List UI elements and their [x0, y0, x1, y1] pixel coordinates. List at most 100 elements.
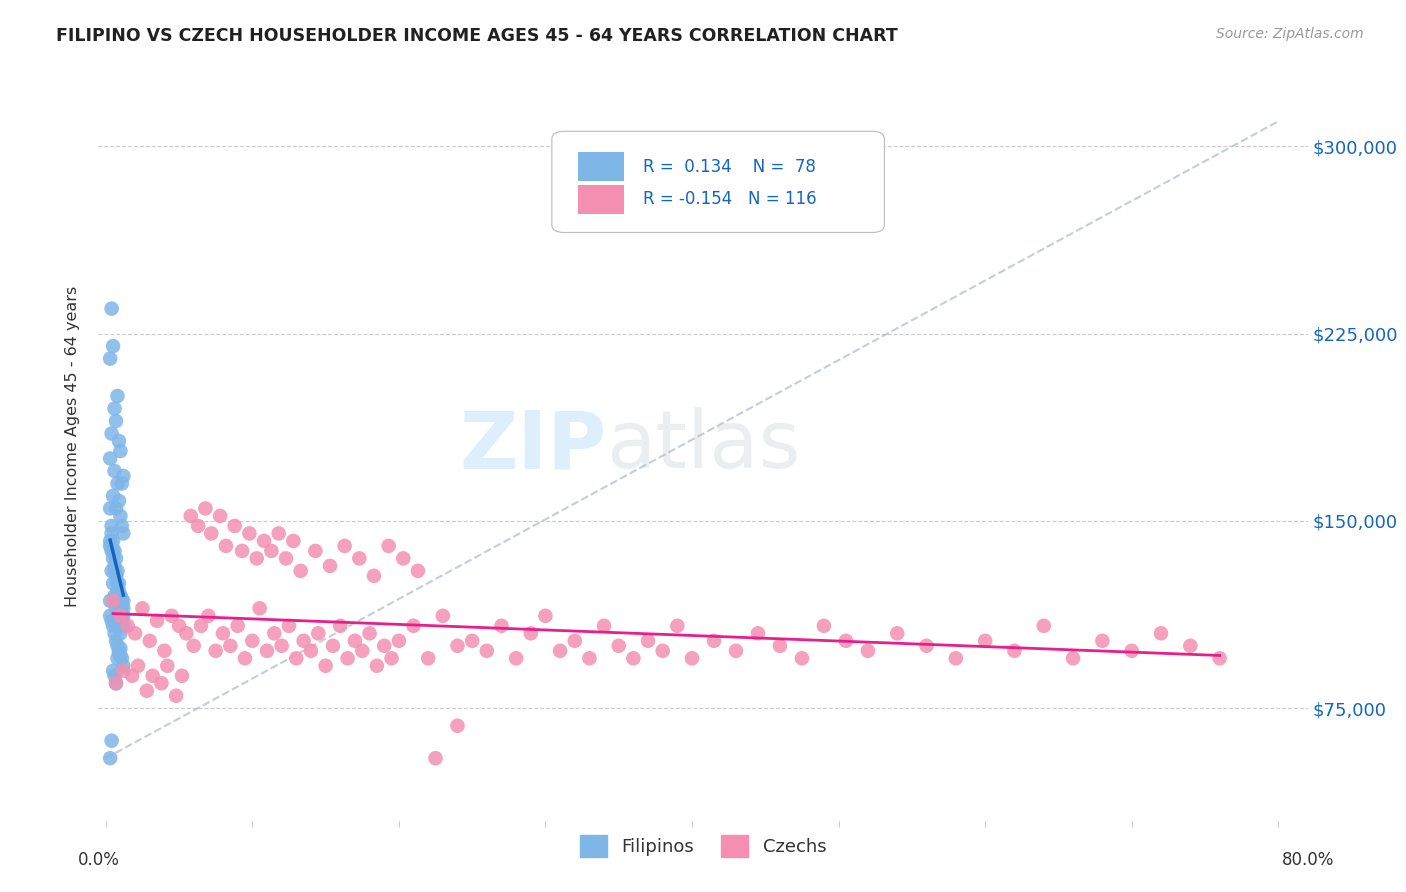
Point [256, 644, 278, 658]
Point [112, 658, 135, 673]
Point [856, 644, 879, 658]
Point [112, 664, 135, 678]
Text: 0.0%: 0.0% [77, 851, 120, 869]
Point [165, 689, 187, 703]
Point [194, 501, 217, 516]
Point [373, 639, 395, 653]
Point [101, 533, 124, 548]
Point [835, 633, 858, 648]
Point [142, 669, 165, 683]
Point [112, 526, 135, 541]
Text: R =  0.134    N =  78: R = 0.134 N = 78 [643, 158, 815, 176]
Point [724, 644, 747, 658]
Point [233, 651, 256, 665]
Point [160, 608, 183, 623]
Point [322, 639, 344, 653]
Point [359, 626, 381, 640]
Point [98, 539, 121, 553]
Text: R = -0.154   N = 116: R = -0.154 N = 116 [643, 191, 815, 209]
Point [666, 619, 689, 633]
Point [292, 633, 315, 648]
Point [121, 669, 143, 683]
Point [681, 651, 703, 665]
Point [267, 526, 290, 541]
Point [290, 564, 312, 578]
FancyBboxPatch shape [551, 131, 884, 233]
Point [101, 551, 124, 566]
Point [156, 658, 179, 673]
Point [520, 626, 543, 640]
Point [105, 601, 128, 615]
Point [392, 551, 415, 566]
Point [388, 633, 411, 648]
Point [813, 619, 835, 633]
Point [215, 539, 238, 553]
Point [703, 633, 725, 648]
Point [135, 683, 157, 698]
Point [1208, 651, 1230, 665]
Point [974, 633, 997, 648]
Point [111, 614, 134, 628]
Point [98, 451, 121, 466]
Point [307, 626, 329, 640]
Point [111, 476, 134, 491]
Point [100, 426, 122, 441]
Point [402, 619, 425, 633]
Point [621, 651, 644, 665]
Point [607, 639, 630, 653]
Point [100, 519, 122, 533]
Point [108, 494, 131, 508]
Point [110, 608, 132, 623]
Point [100, 733, 122, 747]
Legend: Filipinos, Czechs: Filipinos, Czechs [572, 828, 834, 864]
Point [769, 639, 792, 653]
Text: atlas: atlas [606, 407, 800, 485]
Point [108, 644, 131, 658]
Point [263, 626, 285, 640]
Point [425, 751, 447, 765]
Point [377, 539, 399, 553]
Point [100, 544, 122, 558]
Point [219, 639, 242, 653]
Point [103, 464, 125, 478]
Point [637, 633, 659, 648]
Point [101, 594, 124, 608]
Point [111, 594, 134, 608]
Point [190, 619, 212, 633]
Point [103, 558, 125, 573]
Point [170, 669, 193, 683]
Point [249, 601, 271, 615]
Point [418, 651, 440, 665]
Point [153, 644, 176, 658]
Point [131, 601, 153, 615]
Point [100, 564, 122, 578]
Point [790, 651, 813, 665]
Point [406, 564, 429, 578]
Point [107, 389, 129, 403]
Point [101, 544, 124, 558]
Point [110, 626, 132, 640]
Point [105, 676, 128, 690]
Point [1150, 626, 1173, 640]
Point [110, 589, 132, 603]
Point [108, 583, 131, 598]
FancyBboxPatch shape [578, 186, 624, 214]
Point [98, 594, 121, 608]
Point [1121, 644, 1143, 658]
Point [253, 533, 276, 548]
Point [363, 569, 385, 583]
Point [187, 519, 209, 533]
Point [107, 576, 129, 591]
Point [446, 639, 468, 653]
Point [98, 351, 121, 366]
Point [548, 644, 571, 658]
Point [176, 626, 198, 640]
Point [180, 508, 202, 523]
Point [204, 644, 226, 658]
Point [110, 589, 132, 603]
Point [101, 664, 124, 678]
Point [534, 608, 557, 623]
Point [112, 601, 135, 615]
Point [105, 676, 128, 690]
Point [112, 469, 135, 483]
